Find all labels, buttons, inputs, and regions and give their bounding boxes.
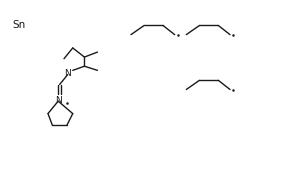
Text: N: N (64, 69, 71, 78)
Text: N: N (55, 96, 61, 105)
Text: Sn: Sn (12, 20, 26, 30)
